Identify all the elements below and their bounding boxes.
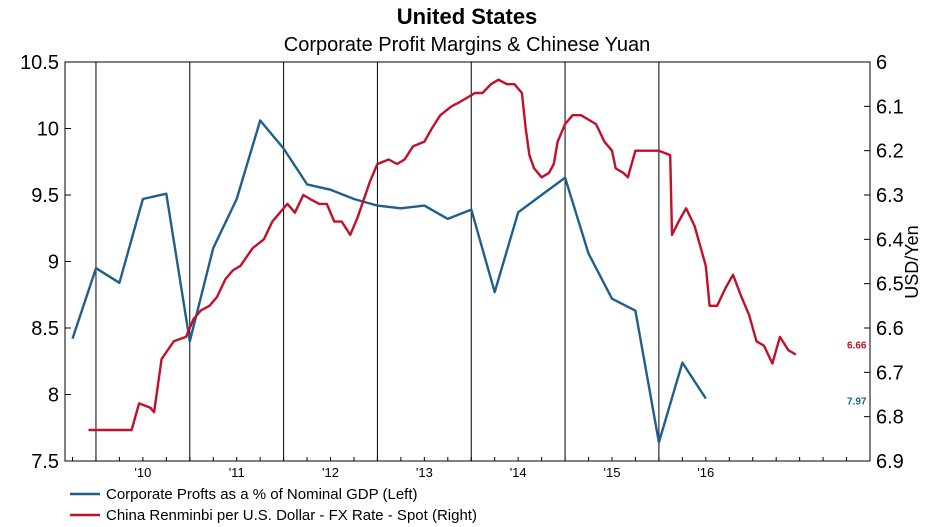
left-tick-label: 10 bbox=[37, 119, 59, 141]
x-axis-ticks: '10 '11 '12 '13 '14 '15 '16 bbox=[72, 457, 848, 480]
plot-frame bbox=[64, 61, 871, 462]
right-tick-label: 6 bbox=[876, 52, 887, 74]
legend-label-profits: Corporate Profts as a % of Nominal GDP (… bbox=[106, 486, 418, 503]
right-tick-label: 6.6 bbox=[876, 318, 904, 340]
series-line-yuan bbox=[88, 78, 797, 432]
left-tick-label: 10.5 bbox=[20, 52, 59, 74]
right-tick-label: 6.3 bbox=[876, 185, 904, 207]
right-tick-label: 6.2 bbox=[876, 141, 904, 163]
chart-subtitle: Corporate Profit Margins & Chinese Yuan bbox=[284, 34, 651, 56]
plot-border bbox=[64, 61, 871, 462]
x-tick-label: '13 bbox=[416, 465, 433, 480]
left-tick-label: 7.5 bbox=[31, 451, 59, 473]
x-tick-label: '15 bbox=[604, 465, 621, 480]
end-label-profits: 7.97 bbox=[847, 396, 867, 407]
x-tick-label: '11 bbox=[229, 465, 245, 480]
right-tick-label: 6.5 bbox=[876, 274, 904, 296]
right-tick-label: 6.9 bbox=[876, 451, 904, 473]
grid-lines bbox=[95, 62, 660, 461]
left-tick-label: 8 bbox=[48, 385, 59, 407]
right-tick-label: 6.1 bbox=[876, 96, 904, 118]
left-axis-ticks: 7.5 8 8.5 9 9.5 10 10.5 bbox=[20, 52, 71, 473]
right-axis-label: USD/Yen bbox=[902, 225, 922, 298]
legend-label-yuan: China Renminbi per U.S. Dollar - FX Rate… bbox=[106, 507, 477, 524]
right-tick-label: 6.8 bbox=[876, 407, 904, 429]
x-tick-label: '14 bbox=[510, 465, 527, 480]
left-tick-label: 9.5 bbox=[31, 185, 59, 207]
chart-title: United States bbox=[397, 4, 538, 29]
x-tick-label: '10 bbox=[134, 465, 151, 480]
x-tick-label: '12 bbox=[322, 465, 339, 480]
end-label-yuan: 6.66 bbox=[847, 341, 867, 352]
right-tick-label: 6.4 bbox=[876, 229, 904, 251]
series-layer bbox=[71, 78, 797, 444]
end-labels: 7.97 6.66 bbox=[847, 341, 867, 408]
left-tick-label: 8.5 bbox=[31, 318, 59, 340]
x-tick-label: '16 bbox=[697, 465, 714, 480]
series-line-profits bbox=[71, 119, 707, 444]
right-tick-label: 6.7 bbox=[876, 362, 904, 384]
legend: Corporate Profts as a % of Nominal GDP (… bbox=[70, 486, 477, 524]
right-axis-ticks: 6 6.1 6.2 6.3 6.4 6.5 6.6 6.7 6.8 6.9 bbox=[864, 52, 904, 473]
left-tick-label: 9 bbox=[48, 252, 59, 274]
